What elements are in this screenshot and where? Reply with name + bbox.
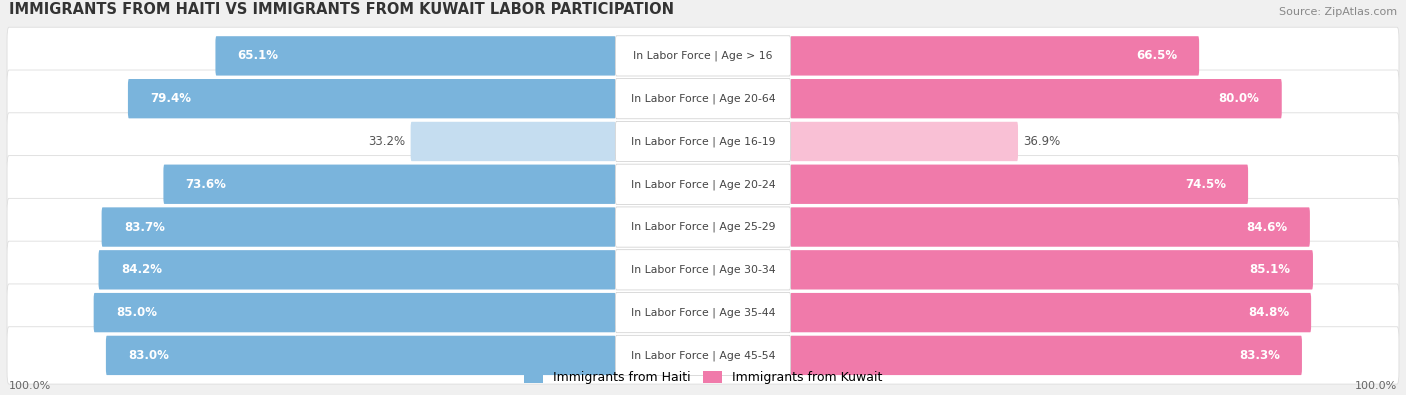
- FancyBboxPatch shape: [7, 113, 1399, 170]
- FancyBboxPatch shape: [128, 79, 616, 118]
- FancyBboxPatch shape: [790, 207, 1310, 247]
- FancyBboxPatch shape: [616, 207, 790, 247]
- Text: IMMIGRANTS FROM HAITI VS IMMIGRANTS FROM KUWAIT LABOR PARTICIPATION: IMMIGRANTS FROM HAITI VS IMMIGRANTS FROM…: [8, 2, 673, 17]
- Legend: Immigrants from Haiti, Immigrants from Kuwait: Immigrants from Haiti, Immigrants from K…: [519, 366, 887, 389]
- Text: 79.4%: 79.4%: [150, 92, 191, 105]
- Text: In Labor Force | Age > 16: In Labor Force | Age > 16: [633, 51, 773, 61]
- FancyBboxPatch shape: [105, 336, 616, 375]
- FancyBboxPatch shape: [790, 79, 1282, 118]
- Text: In Labor Force | Age 30-34: In Labor Force | Age 30-34: [631, 265, 775, 275]
- FancyBboxPatch shape: [790, 336, 1302, 375]
- Text: 100.0%: 100.0%: [1355, 381, 1398, 391]
- Text: In Labor Force | Age 20-24: In Labor Force | Age 20-24: [631, 179, 775, 190]
- Text: In Labor Force | Age 25-29: In Labor Force | Age 25-29: [631, 222, 775, 232]
- Text: 85.0%: 85.0%: [115, 306, 157, 319]
- FancyBboxPatch shape: [7, 284, 1399, 341]
- Text: 84.2%: 84.2%: [121, 263, 162, 276]
- Text: 84.8%: 84.8%: [1247, 306, 1289, 319]
- FancyBboxPatch shape: [616, 335, 790, 376]
- Text: 66.5%: 66.5%: [1136, 49, 1177, 62]
- Text: In Labor Force | Age 16-19: In Labor Force | Age 16-19: [631, 136, 775, 147]
- FancyBboxPatch shape: [101, 207, 616, 247]
- FancyBboxPatch shape: [7, 241, 1399, 299]
- FancyBboxPatch shape: [94, 293, 616, 332]
- FancyBboxPatch shape: [98, 250, 616, 290]
- FancyBboxPatch shape: [790, 165, 1249, 204]
- FancyBboxPatch shape: [790, 293, 1312, 332]
- Text: 100.0%: 100.0%: [8, 381, 51, 391]
- FancyBboxPatch shape: [7, 156, 1399, 213]
- Text: In Labor Force | Age 35-44: In Labor Force | Age 35-44: [631, 307, 775, 318]
- Text: 83.3%: 83.3%: [1239, 349, 1279, 362]
- Text: 33.2%: 33.2%: [368, 135, 405, 148]
- Text: In Labor Force | Age 20-64: In Labor Force | Age 20-64: [631, 94, 775, 104]
- Text: In Labor Force | Age 45-54: In Labor Force | Age 45-54: [631, 350, 775, 361]
- FancyBboxPatch shape: [616, 79, 790, 119]
- Text: 85.1%: 85.1%: [1250, 263, 1291, 276]
- FancyBboxPatch shape: [616, 250, 790, 290]
- FancyBboxPatch shape: [790, 122, 1018, 161]
- Text: Source: ZipAtlas.com: Source: ZipAtlas.com: [1279, 8, 1398, 17]
- Text: 65.1%: 65.1%: [238, 49, 278, 62]
- FancyBboxPatch shape: [7, 70, 1399, 127]
- Text: 83.7%: 83.7%: [124, 220, 165, 233]
- FancyBboxPatch shape: [616, 36, 790, 76]
- Text: 74.5%: 74.5%: [1185, 178, 1226, 191]
- FancyBboxPatch shape: [7, 198, 1399, 256]
- Text: 84.6%: 84.6%: [1247, 220, 1288, 233]
- FancyBboxPatch shape: [790, 250, 1313, 290]
- Text: 36.9%: 36.9%: [1024, 135, 1060, 148]
- Text: 80.0%: 80.0%: [1219, 92, 1260, 105]
- Text: 73.6%: 73.6%: [186, 178, 226, 191]
- FancyBboxPatch shape: [7, 327, 1399, 384]
- FancyBboxPatch shape: [616, 293, 790, 333]
- FancyBboxPatch shape: [616, 121, 790, 162]
- FancyBboxPatch shape: [163, 165, 616, 204]
- FancyBboxPatch shape: [7, 27, 1399, 85]
- FancyBboxPatch shape: [616, 164, 790, 204]
- FancyBboxPatch shape: [790, 36, 1199, 75]
- FancyBboxPatch shape: [215, 36, 616, 75]
- FancyBboxPatch shape: [411, 122, 616, 161]
- Text: 83.0%: 83.0%: [128, 349, 169, 362]
